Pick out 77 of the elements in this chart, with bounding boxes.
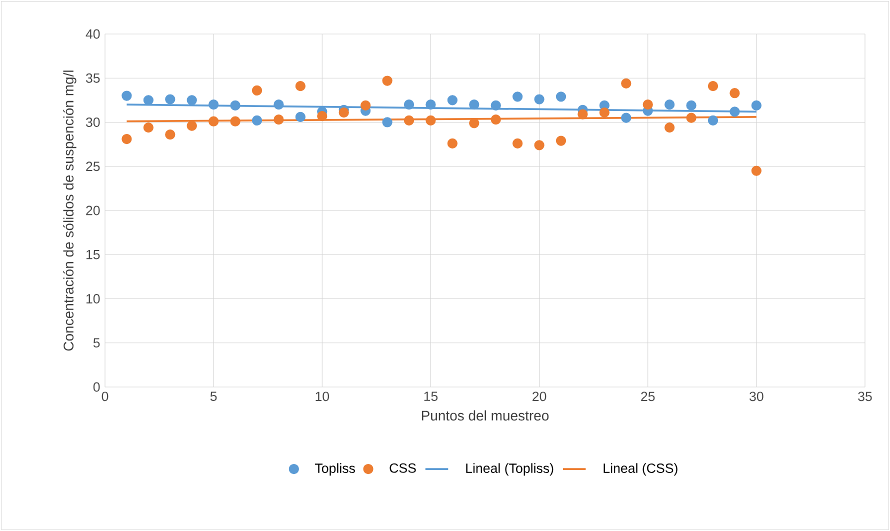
point (512, 92, 523, 102)
x-tick-label: 35 (858, 392, 872, 402)
y-tick-label: 5 (93, 338, 100, 348)
y-tick-label: 25 (86, 162, 100, 172)
point (186, 120, 197, 131)
y-tick-label: 35 (86, 73, 100, 83)
point (165, 130, 176, 140)
point (122, 90, 132, 101)
point (490, 100, 501, 111)
x-tick-label: 15 (424, 392, 438, 401)
point (274, 114, 284, 125)
point (165, 94, 176, 104)
point (578, 109, 588, 120)
y-tick-label: 20 (86, 206, 100, 216)
x-tick-label: 0 (102, 392, 108, 402)
point (621, 112, 632, 123)
point (490, 114, 501, 125)
point (447, 138, 458, 148)
y-tick-label: 30 (86, 118, 100, 127)
legend-label: Lineal (CSS) (604, 463, 678, 476)
point (708, 115, 718, 126)
point (730, 88, 740, 98)
point (751, 166, 762, 176)
point (252, 85, 262, 96)
point (338, 107, 349, 118)
point (556, 136, 566, 146)
point (230, 100, 240, 111)
point (469, 118, 480, 128)
x-axis-title: Puntos del muestreo (422, 410, 549, 421)
y-tick-label: 15 (86, 250, 100, 260)
point (186, 95, 197, 106)
point (252, 115, 262, 126)
point (360, 100, 371, 111)
point (642, 100, 653, 110)
point (751, 100, 762, 111)
point (664, 100, 675, 110)
point (143, 122, 154, 133)
point (404, 100, 414, 110)
point (447, 95, 458, 106)
point (534, 94, 544, 104)
point (208, 116, 219, 126)
legend-label: CSS (390, 463, 416, 473)
x-tick-label: 5 (210, 392, 217, 401)
y-axis-title: Concentración de sólidos de suspención mg/l (63, 70, 76, 351)
point (382, 76, 392, 86)
x-tick-label: 30 (750, 392, 764, 402)
point (469, 100, 480, 110)
point (534, 140, 544, 150)
point (382, 117, 392, 128)
point (621, 78, 632, 88)
point (426, 115, 436, 126)
point (230, 116, 240, 126)
y-tick-label: 40 (86, 29, 100, 39)
point (274, 100, 284, 110)
legend-label: Topliss (314, 463, 355, 476)
point (730, 106, 740, 117)
x-tick-label: 25 (641, 392, 655, 402)
point (512, 138, 523, 148)
point (556, 92, 566, 102)
y-tick-label: 10 (86, 294, 100, 304)
point (295, 112, 306, 122)
x-tick-label: 10 (316, 392, 330, 402)
point (708, 80, 718, 92)
point (122, 134, 132, 144)
point (426, 100, 436, 110)
point (686, 100, 696, 111)
point (664, 122, 675, 133)
point (599, 107, 610, 118)
point (208, 100, 219, 110)
point (317, 110, 328, 122)
y-tick-label: 0 (93, 382, 100, 392)
point (686, 112, 696, 123)
legend-label: Lineal (Topliss) (466, 463, 554, 476)
x-tick-label: 20 (532, 392, 546, 402)
point (295, 80, 306, 92)
point (404, 115, 414, 126)
point (143, 95, 154, 106)
